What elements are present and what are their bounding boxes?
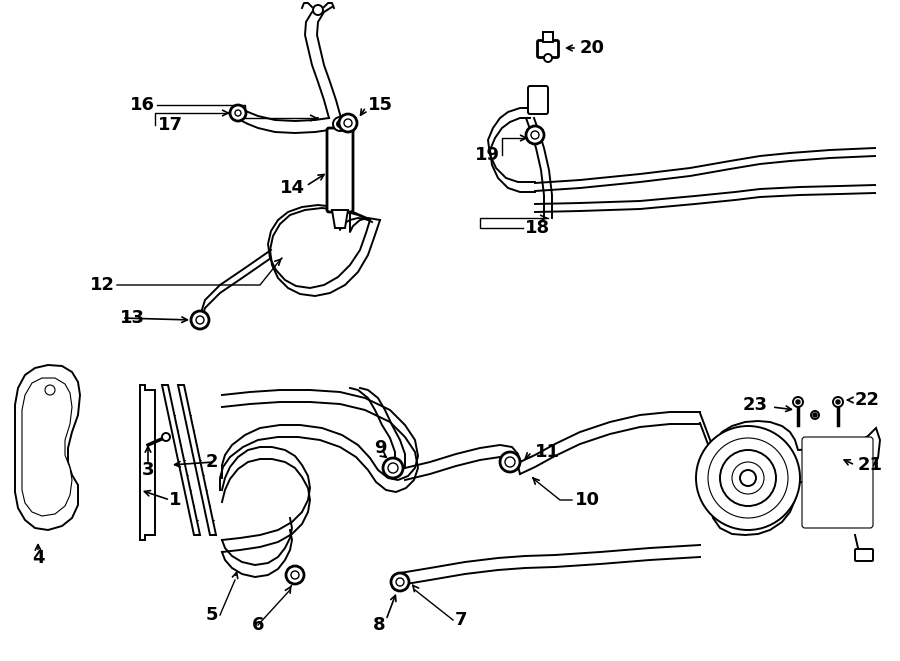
Circle shape xyxy=(337,121,343,127)
Text: 11: 11 xyxy=(535,443,560,461)
Text: 13: 13 xyxy=(120,309,145,327)
Bar xyxy=(543,32,553,42)
Circle shape xyxy=(833,397,843,407)
Circle shape xyxy=(836,400,840,404)
Text: 2: 2 xyxy=(205,453,218,471)
Circle shape xyxy=(45,385,55,395)
Circle shape xyxy=(526,126,544,144)
FancyBboxPatch shape xyxy=(327,128,353,212)
Circle shape xyxy=(708,438,788,518)
Circle shape xyxy=(796,400,800,404)
Circle shape xyxy=(235,110,241,116)
Text: 6: 6 xyxy=(252,616,265,634)
Text: 9: 9 xyxy=(374,439,386,457)
Circle shape xyxy=(313,5,323,15)
Text: 12: 12 xyxy=(90,276,115,294)
Polygon shape xyxy=(332,210,348,228)
Circle shape xyxy=(391,573,409,591)
Circle shape xyxy=(396,578,404,586)
FancyBboxPatch shape xyxy=(855,549,873,561)
Polygon shape xyxy=(140,385,155,540)
Polygon shape xyxy=(162,385,200,535)
Circle shape xyxy=(333,117,347,131)
Text: 22: 22 xyxy=(855,391,880,409)
Text: 10: 10 xyxy=(575,491,600,509)
Circle shape xyxy=(383,458,403,478)
Circle shape xyxy=(286,566,304,584)
Circle shape xyxy=(191,311,209,329)
Text: 15: 15 xyxy=(368,96,393,114)
Polygon shape xyxy=(710,421,880,535)
Text: 16: 16 xyxy=(130,96,155,114)
FancyBboxPatch shape xyxy=(537,40,559,58)
Circle shape xyxy=(811,411,819,419)
Polygon shape xyxy=(178,385,216,535)
Text: 17: 17 xyxy=(158,116,183,134)
Text: 20: 20 xyxy=(580,39,605,57)
Circle shape xyxy=(720,450,776,506)
Circle shape xyxy=(544,54,552,62)
Text: 14: 14 xyxy=(280,179,305,197)
Circle shape xyxy=(344,119,352,127)
Circle shape xyxy=(162,433,170,441)
Circle shape xyxy=(696,426,800,530)
Circle shape xyxy=(230,105,246,121)
Text: 23: 23 xyxy=(743,396,768,414)
Circle shape xyxy=(339,114,357,132)
Circle shape xyxy=(531,131,539,139)
Text: 4: 4 xyxy=(32,549,44,567)
Circle shape xyxy=(740,470,756,486)
Polygon shape xyxy=(15,365,80,530)
Circle shape xyxy=(196,316,204,324)
Circle shape xyxy=(291,571,299,579)
Polygon shape xyxy=(22,378,72,516)
Text: 1: 1 xyxy=(169,491,181,509)
FancyBboxPatch shape xyxy=(528,86,548,114)
Circle shape xyxy=(500,452,520,472)
Circle shape xyxy=(813,413,817,417)
Text: 19: 19 xyxy=(475,146,500,164)
Circle shape xyxy=(793,397,803,407)
FancyBboxPatch shape xyxy=(802,437,873,528)
Text: 21: 21 xyxy=(858,456,883,474)
Circle shape xyxy=(388,463,398,473)
Text: 3: 3 xyxy=(142,461,154,479)
Text: 8: 8 xyxy=(373,616,385,634)
Text: 5: 5 xyxy=(205,606,218,624)
Text: 7: 7 xyxy=(455,611,467,629)
Circle shape xyxy=(732,462,764,494)
Text: 18: 18 xyxy=(525,219,550,237)
Circle shape xyxy=(505,457,515,467)
